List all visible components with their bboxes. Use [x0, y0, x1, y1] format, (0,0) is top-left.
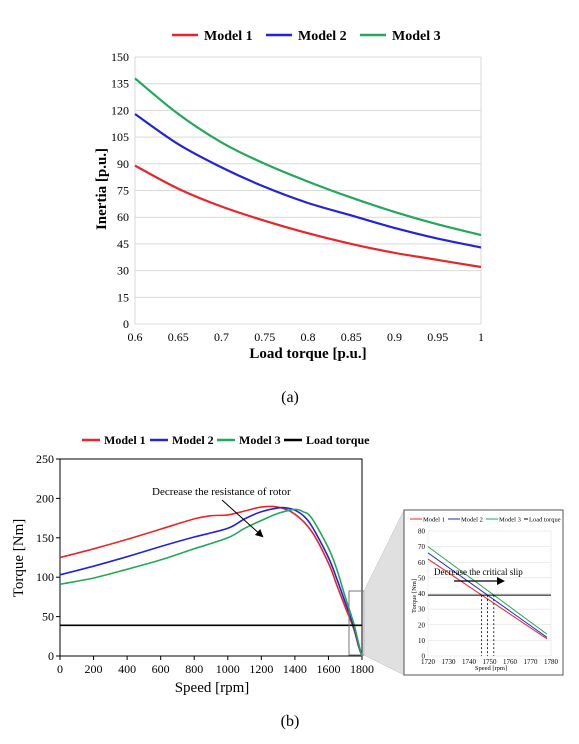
y-tick-label: 0: [422, 653, 426, 661]
y-tick-label: 60: [418, 559, 426, 567]
series-line-model-1: [134, 164, 482, 269]
legend-inset-label-model3: Model 3: [499, 517, 521, 524]
x-tick-label: 1720: [421, 658, 436, 666]
chart-b-annotation: Decrease the resistance of rotor: [152, 486, 291, 498]
x-tick-label: 0.85: [341, 330, 362, 344]
legend-inset: Model 1 Model 2 Model 3 Load torque: [410, 517, 561, 524]
legend-b: Model 1 Model 2 Model 3 Load torque: [82, 433, 370, 447]
y-tick-label: 30: [418, 606, 426, 614]
series-line-model-1: [427, 558, 548, 640]
x-tick-label: 0.7: [214, 330, 229, 344]
x-tick-label: 1770: [524, 658, 539, 666]
y-tick-label: 105: [111, 130, 129, 144]
x-tick-label: 1400: [283, 662, 307, 676]
chart-b-xlabel: Speed [rpm]: [175, 680, 250, 696]
inset-xlabel: Speed [rpm]: [475, 665, 507, 672]
y-tick-label: 40: [418, 590, 426, 598]
x-tick-label: 0.9: [387, 330, 402, 344]
x-tick-label: 1: [478, 330, 484, 344]
y-tick-label: 60: [117, 210, 129, 224]
y-tick-label: 10: [418, 637, 426, 645]
x-tick-label: 1750: [483, 658, 498, 666]
x-tick-label: 1200: [249, 662, 273, 676]
y-tick-label: 80: [418, 528, 426, 536]
y-tick-label: 50: [418, 574, 426, 582]
zoom-connector: [363, 509, 405, 676]
legend-b-label-model2: Model 2: [172, 433, 214, 447]
inset-frame: [403, 509, 564, 676]
x-tick-label: 0.75: [254, 330, 275, 344]
chart-a-caption: (a): [281, 389, 299, 406]
x-tick-label: 800: [185, 662, 203, 676]
chart-b: Model 1 Model 2 Model 3 Load torque 0 50 1…: [11, 433, 405, 730]
chart-a: Model 1 Model 2 Model 3 0 15 30 45 60 75 90 105…: [94, 29, 484, 406]
y-tick-label: 120: [111, 103, 129, 117]
series-line-model-3: [59, 508, 363, 657]
chart-a-ylabel: Inertia [p.u.]: [94, 148, 110, 230]
y-tick-label: 15: [117, 290, 129, 304]
series-line-model-1: [59, 505, 363, 657]
y-tick-label: 20: [418, 621, 426, 629]
x-tick-label: 1780: [544, 658, 559, 666]
inset-annotation: Decrease the critical slip: [434, 567, 523, 577]
chart-a-xlabel: Load torque [p.u.]: [249, 346, 366, 362]
series-line-model-3: [427, 546, 548, 635]
y-tick-label: 0: [123, 317, 129, 331]
legend-a-label-model3: Model 3: [392, 29, 441, 44]
legend-b-label-model3: Model 3: [239, 433, 281, 447]
x-tick-label: 1800: [350, 662, 374, 676]
series-line-model-2: [134, 113, 482, 249]
y-tick-label: 150: [111, 50, 129, 64]
x-tick-label: 0.65: [168, 330, 189, 344]
y-tick-label: 135: [111, 77, 129, 91]
legend-a-label-model1: Model 1: [204, 29, 253, 44]
y-tick-label: 90: [117, 157, 129, 171]
legend-b-label-model1: Model 1: [104, 433, 146, 447]
legend-inset-label-model1: Model 1: [423, 517, 445, 524]
legend-b-label-load: Load torque: [306, 433, 370, 447]
x-tick-label: 1740: [462, 658, 477, 666]
y-tick-label: 70: [418, 543, 426, 551]
series-line-model-2: [59, 506, 363, 657]
y-tick-label: 50: [42, 610, 54, 624]
legend-a-label-model2: Model 2: [298, 29, 347, 44]
x-tick-label: 1000: [216, 662, 240, 676]
x-tick-label: 0.8: [301, 330, 316, 344]
y-tick-label: 30: [117, 264, 129, 278]
legend-inset-label-load: Load torque: [529, 517, 561, 524]
y-tick-label: 0: [48, 649, 54, 663]
x-tick-label: 0.6: [128, 330, 143, 344]
series-line-model-3: [134, 77, 482, 237]
y-tick-label: 45: [117, 237, 129, 251]
x-tick-label: 400: [118, 662, 136, 676]
y-tick-label: 75: [117, 184, 129, 198]
chart-b-annotation-arrow: [221, 499, 264, 538]
inset-ylabel: Torque [Nm]: [411, 579, 418, 613]
x-tick-label: 600: [152, 662, 170, 676]
legend-inset-label-model2: Model 2: [461, 517, 483, 524]
legend-a: Model 1 Model 2 Model 3: [172, 29, 441, 44]
x-tick-label: 1600: [316, 662, 340, 676]
x-tick-label: 0: [57, 662, 63, 676]
chart-inset: Model 1 Model 2 Model 3 Load torque 0 10 2…: [403, 509, 564, 676]
x-tick-label: 0.95: [427, 330, 448, 344]
chart-b-caption: (b): [281, 713, 300, 730]
y-tick-label: 250: [36, 452, 54, 466]
chart-b-ylabel: Torque [Nm]: [11, 519, 27, 598]
x-tick-label: 1760: [503, 658, 518, 666]
x-tick-label: 1730: [442, 658, 457, 666]
y-tick-label: 100: [36, 570, 54, 584]
x-tick-label: 200: [85, 662, 103, 676]
y-tick-label: 200: [36, 491, 54, 505]
y-tick-label: 150: [36, 531, 54, 545]
